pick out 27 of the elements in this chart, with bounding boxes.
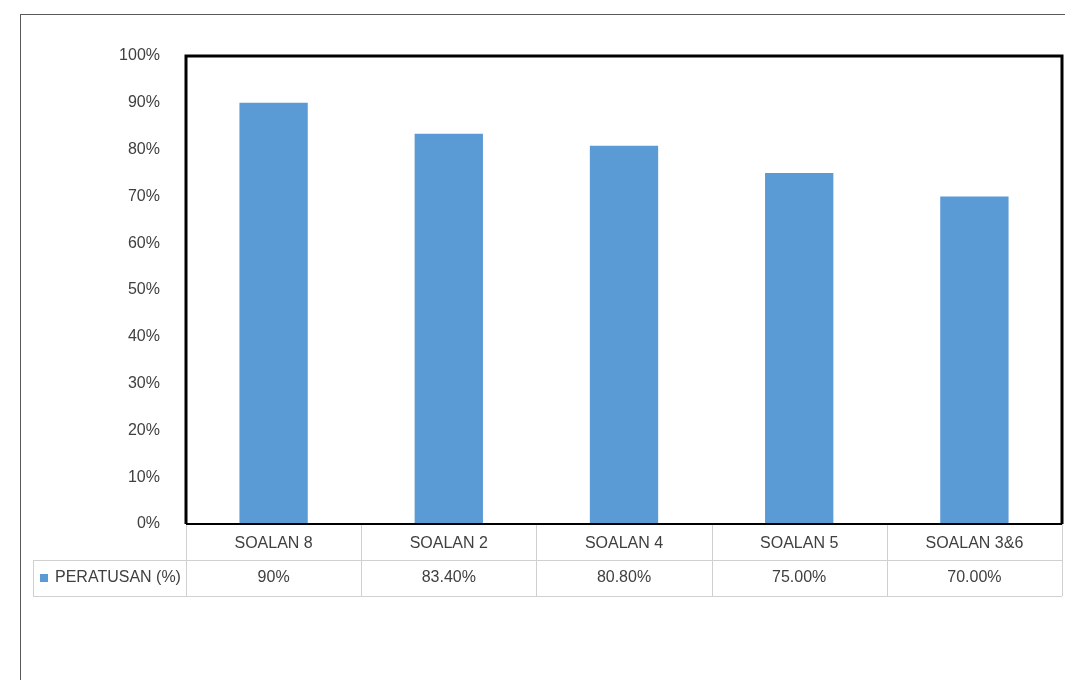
- y-tick-label: 60%: [127, 233, 160, 251]
- bar: [589, 145, 659, 524]
- y-tick-label: 30%: [127, 374, 160, 392]
- x-tick-label: SOALAN 2: [409, 534, 489, 552]
- y-tick-label: 90%: [127, 93, 160, 111]
- y-tick-label: 20%: [127, 420, 160, 438]
- bar: [765, 173, 834, 524]
- y-tick-label: 10%: [127, 467, 160, 485]
- y-tick-label: 50%: [127, 280, 160, 298]
- x-tick-label: SOALAN 4: [584, 534, 664, 552]
- y-tick-label: 40%: [127, 327, 160, 345]
- data-label: 75.00%: [772, 568, 827, 586]
- bar: [940, 196, 1009, 524]
- data-label: 83.40%: [421, 568, 476, 586]
- y-tick-label: 100%: [119, 46, 160, 64]
- y-tick-label: 70%: [127, 186, 160, 204]
- data-label: 80.80%: [596, 568, 652, 586]
- x-tick-label: SOALAN 3&6: [925, 534, 1024, 552]
- data-label: 70.00%: [947, 568, 1002, 586]
- bar: [414, 133, 483, 524]
- bar: [239, 102, 308, 524]
- legend-label: PERATUSAN (%): [55, 568, 181, 586]
- y-tick-label: 0%: [136, 514, 160, 532]
- x-tick-label: SOALAN 8: [234, 534, 313, 552]
- x-tick-label: SOALAN 5: [760, 534, 839, 552]
- y-tick-label: 80%: [127, 140, 160, 158]
- data-label: 90%: [257, 568, 290, 586]
